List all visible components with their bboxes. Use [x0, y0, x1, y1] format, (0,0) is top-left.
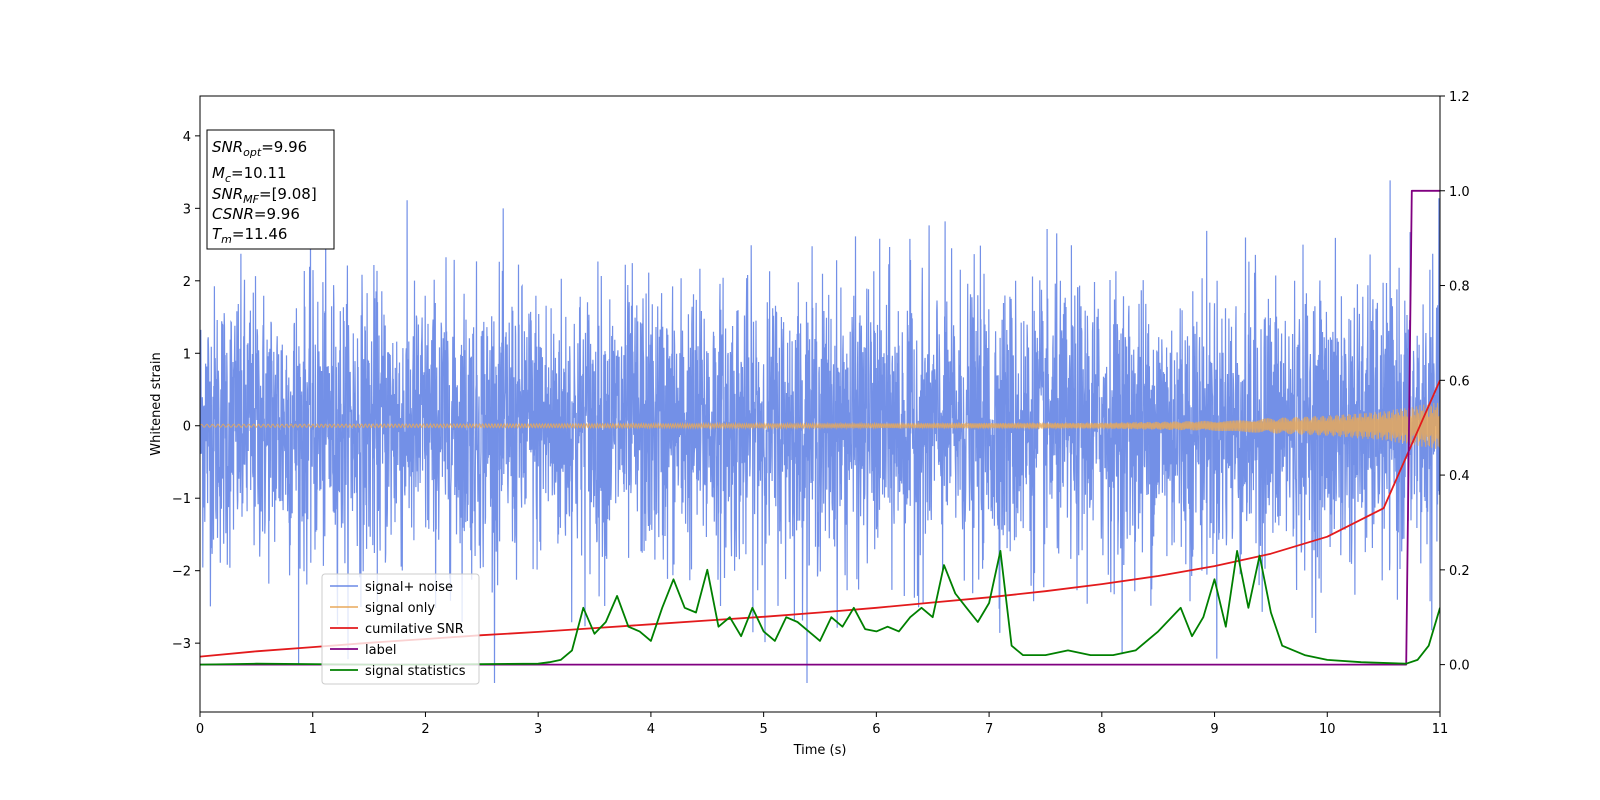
- info-box-frame: [206, 129, 335, 250]
- x-tick-label: 6: [872, 722, 880, 737]
- y-axis-title: Whitened strain: [149, 352, 164, 455]
- y-right-tick-label: 1.0: [1449, 185, 1470, 200]
- info-subscript: m: [221, 233, 232, 246]
- info-symbol: SNR: [212, 138, 243, 156]
- series-signal-statistics: [200, 550, 1440, 666]
- info-symbol: M: [212, 164, 225, 182]
- series-signal-noise: [200, 180, 1440, 684]
- x-tick-label: 9: [1210, 722, 1218, 737]
- legend: signal+ noise signal only cumilative SNR la…: [321, 573, 480, 685]
- series-signal-only: [200, 402, 1440, 449]
- info-value: =[9.08]: [259, 185, 317, 203]
- legend-label: label: [365, 643, 396, 658]
- y-left-tick-label: 4: [183, 130, 191, 145]
- x-tick-label: 11: [1432, 722, 1449, 737]
- y-left-tick-label: 3: [183, 202, 191, 217]
- info-symbol: T: [212, 225, 223, 243]
- info-subscript: c: [225, 172, 231, 185]
- y-left-tick-label: −3: [172, 637, 191, 652]
- y-right-tick-label: 1.2: [1449, 90, 1470, 105]
- y-left-tick-label: 1: [183, 347, 191, 362]
- y-right-tick-label: 0.0: [1449, 659, 1470, 674]
- plot-frame: [199, 95, 1441, 713]
- info-subscript: MF: [243, 193, 259, 206]
- x-tick-label: 3: [534, 722, 542, 737]
- info-box: SNRopt=9.96Mc=10.11SNRMF=[9.08]CSNR=9.96…: [206, 129, 335, 250]
- x-axis: 0 1 2 3 4 5 6 7 8 9 10 11: [196, 712, 1448, 737]
- x-tick-label: 1: [309, 722, 317, 737]
- info-value: =11.46: [232, 225, 288, 243]
- info-line: Tm=11.46: [212, 225, 287, 246]
- legend-label: signal statistics: [365, 664, 466, 679]
- legend-label: signal+ noise: [365, 580, 453, 595]
- x-tick-label: 5: [759, 722, 767, 737]
- y-right-tick-label: 0.2: [1449, 564, 1470, 579]
- y-left-tick-label: −1: [172, 492, 191, 507]
- x-tick-label: 7: [985, 722, 993, 737]
- info-subscript: opt: [243, 146, 262, 159]
- y-left-tick-label: 2: [183, 275, 191, 290]
- legend-frame: [321, 573, 480, 685]
- x-axis-title: Time (s): [793, 743, 847, 758]
- info-value: =10.11: [231, 164, 287, 182]
- legend-label: cumilative SNR: [365, 622, 464, 637]
- info-line: CSNR=9.96: [212, 205, 300, 223]
- info-line: SNRopt=9.96: [212, 138, 307, 159]
- info-value: =9.96: [261, 138, 307, 156]
- y-right-tick-label: 0.4: [1449, 469, 1470, 484]
- series-label: [200, 189, 1440, 666]
- y-right-tick-label: 0.8: [1449, 280, 1470, 295]
- y-right-axis: 0.0 0.2 0.4 0.6 0.8 1.0 1.2: [1440, 90, 1470, 674]
- x-tick-label: 0: [196, 722, 204, 737]
- x-tick-label: 2: [421, 722, 429, 737]
- y-left-tick-label: −2: [172, 565, 191, 580]
- info-symbol: CSNR: [212, 205, 254, 223]
- info-value: =9.96: [254, 205, 300, 223]
- y-left-tick-label: 0: [183, 420, 191, 435]
- info-line: SNRMF=[9.08]: [212, 185, 317, 206]
- y-right-tick-label: 0.6: [1449, 374, 1470, 389]
- info-line: Mc=10.11: [212, 164, 287, 185]
- y-left-axis: −3 −2 −1 0 1 2 3 4: [172, 130, 200, 652]
- x-tick-label: 8: [1098, 722, 1106, 737]
- legend-label: signal only: [365, 601, 435, 616]
- x-tick-label: 4: [647, 722, 655, 737]
- info-symbol: SNR: [212, 185, 243, 203]
- x-tick-label: 10: [1319, 722, 1336, 737]
